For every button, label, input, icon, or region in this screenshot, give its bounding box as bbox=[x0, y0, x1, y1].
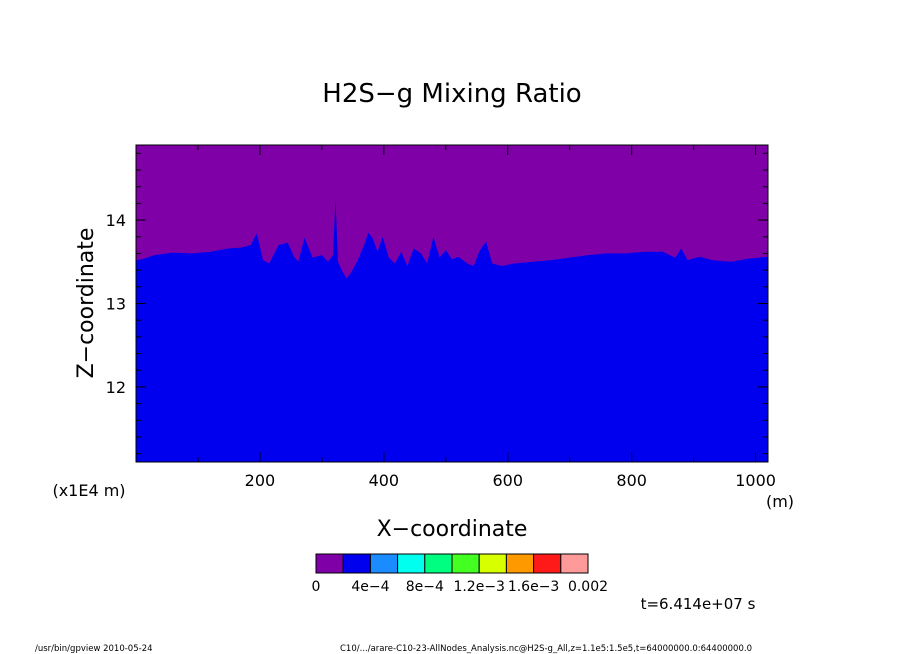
x-axis-label: X−coordinate bbox=[377, 517, 528, 542]
time-label: t=6.414e+07 s bbox=[641, 595, 756, 613]
colorbar-label: 0.002 bbox=[568, 579, 608, 595]
colorbar-label: 1.6e−3 bbox=[508, 579, 560, 595]
x-tick-label: 800 bbox=[616, 471, 647, 490]
x-tick-label: 200 bbox=[245, 471, 276, 490]
x-tick-label: 600 bbox=[492, 471, 523, 490]
colorbar-label: 4e−4 bbox=[351, 579, 389, 595]
y-tick-label: 13 bbox=[106, 295, 126, 314]
lower-contour-region bbox=[136, 199, 768, 462]
colorbar-swatch bbox=[369, 553, 399, 574]
y-tick-label: 14 bbox=[106, 211, 126, 230]
footer-program-date: /usr/bin/gpview 2010-05-24 bbox=[35, 644, 153, 654]
footer-source-path: C10/.../arare-C10-23-AllNodes_Analysis.n… bbox=[340, 644, 752, 654]
colorbar-label: 8e−4 bbox=[406, 579, 444, 595]
colorbar-swatch bbox=[505, 553, 535, 574]
x-axis-ticks: 200 400 600 800 1000 bbox=[197, 145, 776, 490]
x-axis-unit: (m) bbox=[766, 492, 794, 511]
colorbar-label: 1.2e−3 bbox=[453, 579, 505, 595]
colorbar-swatch bbox=[315, 553, 344, 574]
colorbar-swatch bbox=[424, 553, 453, 574]
plot-area bbox=[135, 144, 769, 463]
y-tick-label: 12 bbox=[106, 378, 126, 397]
colorbar-swatch bbox=[533, 553, 562, 574]
colorbar-labels: 0 4e−4 8e−4 1.2e−3 1.6e−3 0.002 bbox=[312, 579, 609, 595]
x-tick-label: 400 bbox=[369, 471, 400, 490]
y-axis-label: Z−coordinate bbox=[74, 228, 99, 379]
colorbar-label: 0 bbox=[312, 579, 321, 595]
x-tick-label: 1000 bbox=[735, 471, 776, 490]
colorbar bbox=[315, 553, 589, 574]
y-axis-scale-note: (x1E4 m) bbox=[52, 481, 125, 500]
colorbar-swatch bbox=[560, 553, 589, 574]
colorbar-swatch bbox=[397, 553, 426, 574]
colorbar-swatch bbox=[478, 553, 507, 574]
chart-title: H2S−g Mixing Ratio bbox=[322, 79, 581, 109]
y-axis-ticks: 12 13 14 bbox=[106, 152, 768, 455]
colorbar-swatch bbox=[451, 553, 480, 574]
colorbar-swatch bbox=[342, 553, 371, 574]
